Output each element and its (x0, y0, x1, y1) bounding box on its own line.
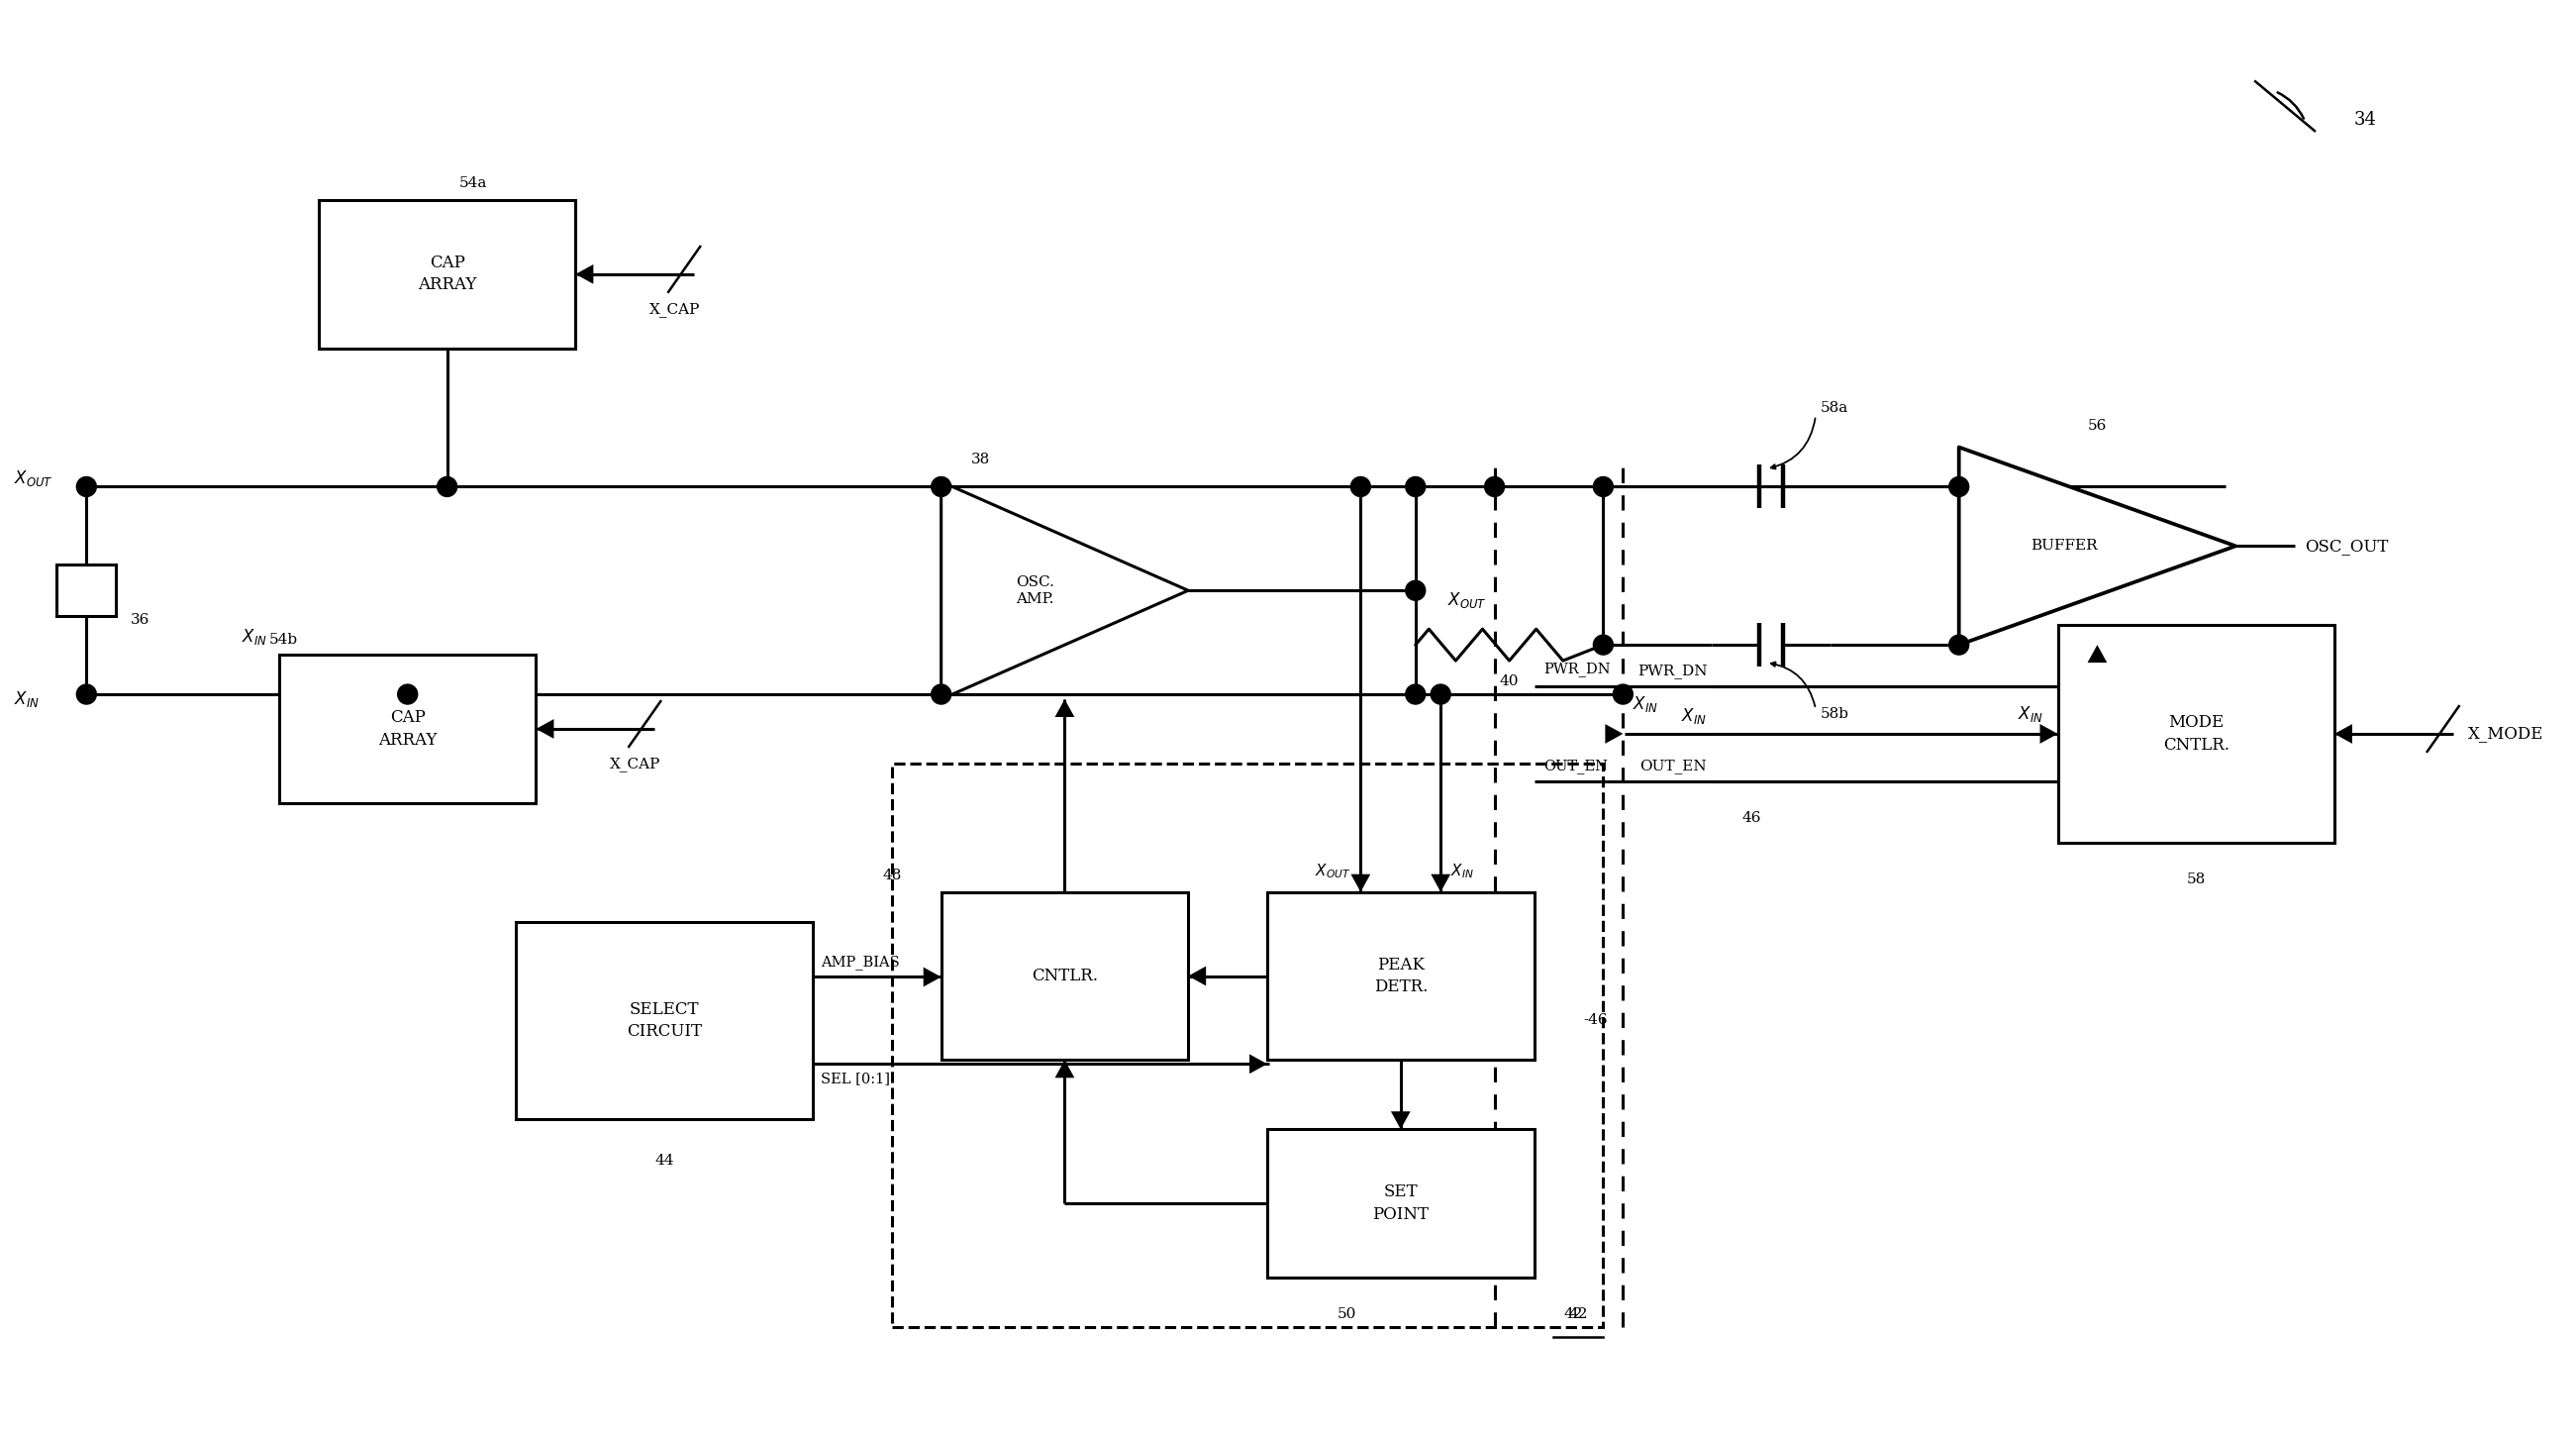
Text: 48: 48 (881, 868, 902, 882)
Polygon shape (2040, 724, 2058, 743)
Text: 34: 34 (2354, 111, 2378, 129)
Text: 58a: 58a (1821, 401, 1850, 414)
Polygon shape (1391, 1111, 1412, 1129)
Circle shape (1430, 684, 1450, 704)
Circle shape (933, 684, 951, 704)
Text: OSC.
AMP.: OSC. AMP. (1015, 575, 1054, 606)
Text: 46: 46 (1741, 812, 1762, 825)
Polygon shape (1056, 1061, 1074, 1078)
Circle shape (1406, 684, 1425, 704)
Bar (515, 921, 811, 1119)
Text: 44: 44 (654, 1154, 675, 1168)
Text: BUFFER: BUFFER (2030, 539, 2097, 553)
Circle shape (1950, 477, 1968, 497)
Text: PWR_DN: PWR_DN (1638, 664, 1708, 678)
Circle shape (77, 684, 95, 704)
Text: X_MODE: X_MODE (2468, 726, 2543, 743)
Text: 38: 38 (971, 453, 989, 467)
Text: 42: 42 (1564, 1308, 1584, 1321)
Text: 36: 36 (131, 614, 149, 627)
Text: CAP
ARRAY: CAP ARRAY (379, 710, 438, 749)
Text: -46: -46 (1584, 1013, 1607, 1027)
Circle shape (933, 477, 951, 497)
Text: OUT_EN: OUT_EN (1543, 759, 1607, 773)
Circle shape (1595, 635, 1613, 655)
Text: AMP_BIAS: AMP_BIAS (822, 954, 899, 969)
Polygon shape (940, 481, 1188, 700)
Text: 42: 42 (1569, 1308, 1589, 1321)
Text: $X_{OUT}$: $X_{OUT}$ (15, 468, 54, 489)
Circle shape (77, 477, 95, 497)
Text: CNTLR.: CNTLR. (1030, 967, 1097, 984)
Text: $X_{IN}$: $X_{IN}$ (242, 627, 268, 647)
Text: OSC_OUT: OSC_OUT (2306, 537, 2388, 555)
Text: 54b: 54b (270, 632, 299, 647)
Bar (2058, 625, 2334, 842)
Bar (1267, 892, 1535, 1061)
Text: SEL [0:1]: SEL [0:1] (822, 1072, 889, 1086)
Text: SELECT
CIRCUIT: SELECT CIRCUIT (626, 1002, 703, 1040)
Text: $X_{OUT}$: $X_{OUT}$ (1448, 591, 1486, 611)
Bar (319, 200, 574, 348)
Polygon shape (1605, 724, 1623, 743)
Circle shape (1350, 477, 1370, 497)
Polygon shape (1430, 874, 1450, 892)
Text: 58: 58 (2187, 872, 2205, 887)
Text: $X_{IN}$: $X_{IN}$ (1682, 706, 1708, 726)
Polygon shape (536, 718, 554, 739)
Bar (891, 763, 1602, 1326)
Polygon shape (1958, 447, 2236, 645)
Circle shape (1406, 581, 1425, 601)
Bar (57, 565, 116, 616)
Text: EN: EN (2105, 670, 2133, 687)
Text: 54a: 54a (459, 177, 487, 190)
Circle shape (1613, 684, 1633, 704)
Text: 56: 56 (2087, 418, 2107, 433)
Text: MODE
CNTLR.: MODE CNTLR. (2164, 714, 2228, 753)
Text: SET
POINT: SET POINT (1373, 1184, 1430, 1223)
Polygon shape (2087, 645, 2107, 662)
Text: X_CAP: X_CAP (649, 302, 701, 316)
Text: $X_{OUT}$: $X_{OUT}$ (1314, 862, 1350, 879)
Text: 58b: 58b (1821, 707, 1850, 721)
Circle shape (397, 684, 417, 704)
Text: $X_{IN}$: $X_{IN}$ (1450, 862, 1473, 879)
Bar (278, 655, 536, 803)
Polygon shape (922, 967, 940, 987)
Circle shape (1484, 477, 1504, 497)
Text: $X_{IN}$: $X_{IN}$ (15, 690, 41, 708)
Text: 40: 40 (1499, 674, 1520, 688)
Bar (940, 892, 1188, 1061)
Text: X_CAP: X_CAP (611, 756, 659, 772)
Polygon shape (1350, 874, 1370, 892)
Polygon shape (1188, 966, 1206, 986)
Polygon shape (2334, 724, 2352, 743)
Text: PWR_DN: PWR_DN (1543, 661, 1610, 675)
Circle shape (1406, 477, 1425, 497)
Polygon shape (1056, 700, 1074, 717)
Polygon shape (574, 264, 592, 285)
Circle shape (438, 477, 456, 497)
Text: CAP
ARRAY: CAP ARRAY (417, 254, 477, 293)
Text: $X_{IN}$: $X_{IN}$ (2017, 704, 2043, 724)
Text: PEAK
DETR.: PEAK DETR. (1373, 957, 1427, 996)
Text: 50: 50 (1337, 1308, 1358, 1321)
Circle shape (1950, 635, 1968, 655)
Text: $X_{IN}$: $X_{IN}$ (1633, 694, 1659, 714)
Circle shape (1595, 477, 1613, 497)
Text: OUT_EN: OUT_EN (1641, 759, 1708, 773)
Bar (1267, 1129, 1535, 1277)
Polygon shape (1249, 1055, 1267, 1073)
